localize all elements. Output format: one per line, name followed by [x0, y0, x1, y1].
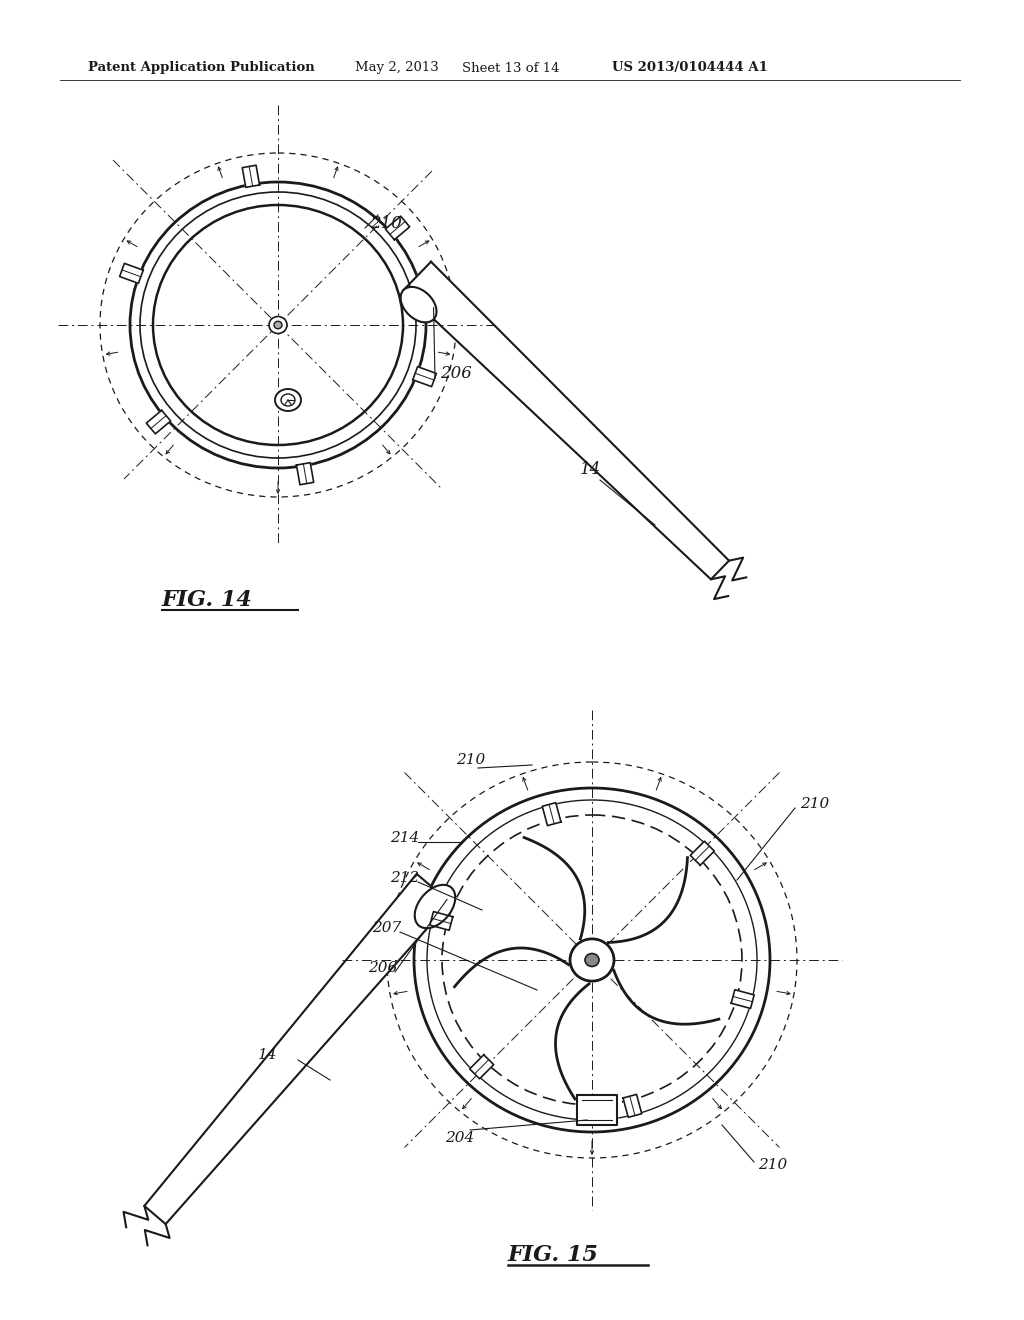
Ellipse shape	[269, 317, 287, 334]
Ellipse shape	[415, 884, 456, 928]
Text: Patent Application Publication: Patent Application Publication	[88, 62, 314, 74]
Text: 206: 206	[440, 366, 472, 383]
Polygon shape	[120, 264, 143, 284]
Text: 214: 214	[390, 832, 419, 845]
Ellipse shape	[442, 814, 742, 1105]
Polygon shape	[623, 1094, 642, 1117]
Polygon shape	[543, 803, 561, 825]
Text: 210: 210	[456, 752, 485, 767]
Polygon shape	[470, 1055, 494, 1078]
Ellipse shape	[275, 389, 301, 411]
Text: US 2013/0104444 A1: US 2013/0104444 A1	[612, 62, 768, 74]
Polygon shape	[403, 261, 729, 579]
Polygon shape	[731, 990, 754, 1008]
Ellipse shape	[130, 182, 426, 469]
Polygon shape	[577, 1096, 617, 1125]
Text: 212: 212	[390, 871, 419, 884]
Polygon shape	[690, 841, 715, 865]
Text: 210: 210	[370, 215, 401, 232]
Ellipse shape	[153, 205, 403, 445]
Polygon shape	[144, 874, 451, 1224]
Text: 14: 14	[580, 462, 601, 479]
Text: 210: 210	[800, 797, 829, 810]
Text: May 2, 2013: May 2, 2013	[355, 62, 438, 74]
Polygon shape	[385, 216, 410, 240]
Polygon shape	[146, 411, 171, 434]
Text: 14: 14	[258, 1048, 278, 1063]
Text: Sheet 13 of 14: Sheet 13 of 14	[462, 62, 559, 74]
Polygon shape	[243, 165, 259, 187]
Text: 210: 210	[758, 1158, 787, 1172]
Text: 206: 206	[368, 961, 397, 975]
Text: 204: 204	[445, 1131, 474, 1144]
Text: 207: 207	[372, 921, 401, 935]
Ellipse shape	[585, 953, 599, 966]
Text: FIG. 14: FIG. 14	[162, 589, 253, 611]
Ellipse shape	[274, 321, 282, 329]
Polygon shape	[430, 912, 453, 931]
Ellipse shape	[400, 286, 436, 322]
Ellipse shape	[570, 939, 614, 981]
Ellipse shape	[414, 788, 770, 1133]
Polygon shape	[297, 462, 313, 484]
Polygon shape	[413, 367, 436, 387]
Text: FIG. 15: FIG. 15	[508, 1243, 599, 1266]
